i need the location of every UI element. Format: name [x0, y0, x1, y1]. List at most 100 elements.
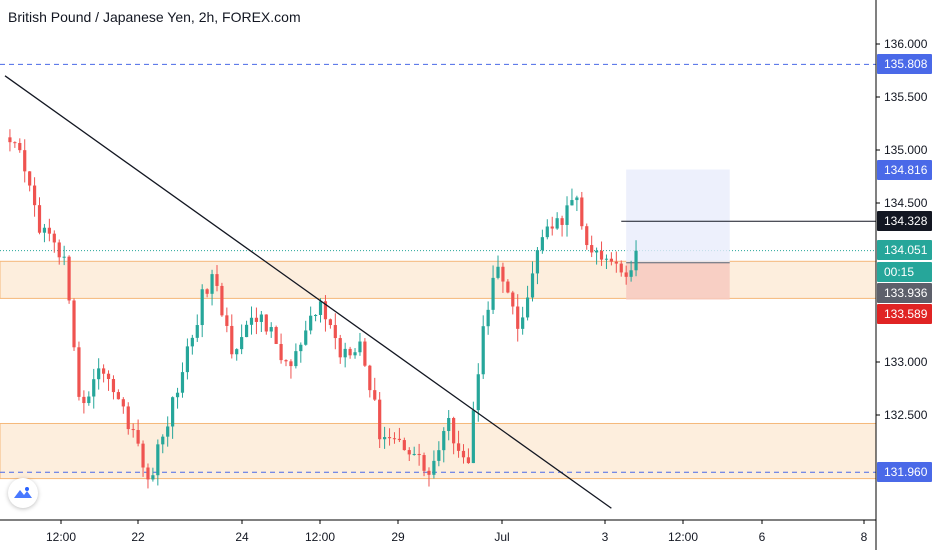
- position-target-area[interactable]: [626, 169, 730, 263]
- candle-body: [437, 450, 441, 461]
- position-stop-area[interactable]: [626, 262, 730, 300]
- price-badge-blue[interactable]: [877, 54, 932, 74]
- price-badge-label: 134.328: [884, 214, 928, 228]
- price-badge-blue[interactable]: [877, 160, 932, 180]
- candle-body: [585, 226, 589, 246]
- candle-body: [18, 143, 22, 151]
- candle-body: [67, 256, 71, 301]
- y-tick-label: 133.000: [884, 355, 928, 369]
- price-badge-label: 134.816: [884, 163, 928, 177]
- price-badges: 135.808 134.816 134.328 134.051 00:15 133.936…: [877, 54, 932, 482]
- candle-body: [525, 297, 530, 318]
- candle-body: [486, 309, 490, 327]
- price-badge-teal[interactable]: [877, 240, 932, 260]
- candle-body: [146, 467, 150, 480]
- candle-body: [156, 444, 160, 476]
- candle-body: [249, 317, 254, 325]
- x-tick-label: 8: [861, 530, 868, 544]
- candle-body: [560, 218, 564, 225]
- candle-body: [565, 205, 569, 225]
- candle-body: [259, 314, 263, 322]
- candle-body: [501, 266, 505, 282]
- candle-body: [624, 272, 628, 277]
- candle-body: [343, 348, 347, 358]
- price-badge-red[interactable]: [877, 304, 932, 324]
- y-tick-label: 134.500: [884, 196, 928, 210]
- price-badge-label: 133.589: [884, 307, 928, 321]
- candle-body: [215, 274, 219, 286]
- candles: [8, 129, 638, 489]
- candle-body: [32, 185, 37, 206]
- candle-body: [299, 344, 303, 352]
- candle-body: [264, 314, 268, 332]
- candle-body: [180, 372, 185, 393]
- candle-body: [595, 250, 599, 253]
- price-badge-label: 131.960: [884, 465, 928, 479]
- candle-body: [323, 301, 328, 320]
- candle-body: [383, 437, 387, 440]
- price-badge-label: 00:15: [884, 265, 914, 279]
- candle-body: [313, 315, 318, 317]
- x-tick-label: 12:00: [668, 530, 698, 544]
- trendline: [4, 75, 612, 509]
- candle-body: [235, 349, 239, 355]
- x-tick-label: 3: [602, 530, 609, 544]
- candle-body: [274, 327, 278, 344]
- price-badge-label: 135.808: [884, 57, 928, 71]
- horizontal-lines: [0, 63, 876, 473]
- candle-body: [447, 418, 451, 432]
- candle-body: [200, 289, 204, 326]
- candle-body: [471, 410, 475, 464]
- x-tick-label: 22: [131, 530, 145, 544]
- price-axis[interactable]: 136.000 135.500 135.000 134.500 133.000 132.5…: [876, 37, 928, 422]
- candle-body: [92, 379, 96, 397]
- candle-body: [456, 443, 461, 451]
- candle-body: [175, 392, 180, 398]
- support-resistance-zones: [0, 260, 877, 480]
- candle-body: [373, 390, 377, 400]
- candle-body: [590, 245, 594, 253]
- candle-body: [521, 317, 525, 329]
- candle-body: [42, 227, 47, 233]
- price-badge-grey[interactable]: [877, 283, 932, 303]
- zone-1[interactable]: [0, 260, 877, 299]
- candle-body: [417, 453, 421, 456]
- candle-body: [545, 226, 549, 238]
- candle-body: [97, 368, 101, 380]
- x-tick-label: 24: [235, 530, 249, 544]
- candle-body: [126, 406, 130, 430]
- candle-body: [491, 277, 495, 310]
- price-badge-blue[interactable]: [877, 462, 932, 482]
- x-tick-label: 29: [391, 530, 405, 544]
- candle-body: [412, 453, 416, 455]
- candle-body: [131, 429, 135, 431]
- candle-body: [634, 250, 638, 271]
- long-position-tool: [621, 169, 876, 300]
- candle-body: [220, 285, 224, 316]
- candle-body: [230, 325, 234, 355]
- candle-body: [244, 324, 249, 338]
- candle-body: [23, 150, 27, 172]
- time-axis[interactable]: 12:00 22 24 12:00 29 Jul 3 12:00 6 8: [46, 520, 868, 544]
- candle-body: [289, 361, 293, 367]
- descending-trendline[interactable]: [4, 75, 612, 509]
- price-badge-black[interactable]: [877, 211, 932, 231]
- chart-title: British Pound / Japanese Yen, 2h, FOREX.…: [8, 9, 301, 25]
- candle-body: [629, 270, 633, 277]
- price-badge-teal[interactable]: [877, 262, 932, 282]
- candle-body: [28, 171, 32, 186]
- candle-body: [161, 436, 165, 445]
- candle-body: [599, 250, 604, 260]
- tradingview-logo-button[interactable]: [8, 478, 38, 508]
- candle-body: [476, 374, 480, 411]
- candle-body: [294, 351, 298, 367]
- candle-body: [166, 426, 170, 437]
- candle-body: [254, 317, 259, 322]
- candle-body: [530, 273, 535, 298]
- candle-body: [466, 457, 471, 464]
- candle-body: [550, 226, 554, 229]
- candle-body: [111, 379, 116, 393]
- candle-body: [506, 281, 510, 293]
- candle-body: [87, 396, 91, 404]
